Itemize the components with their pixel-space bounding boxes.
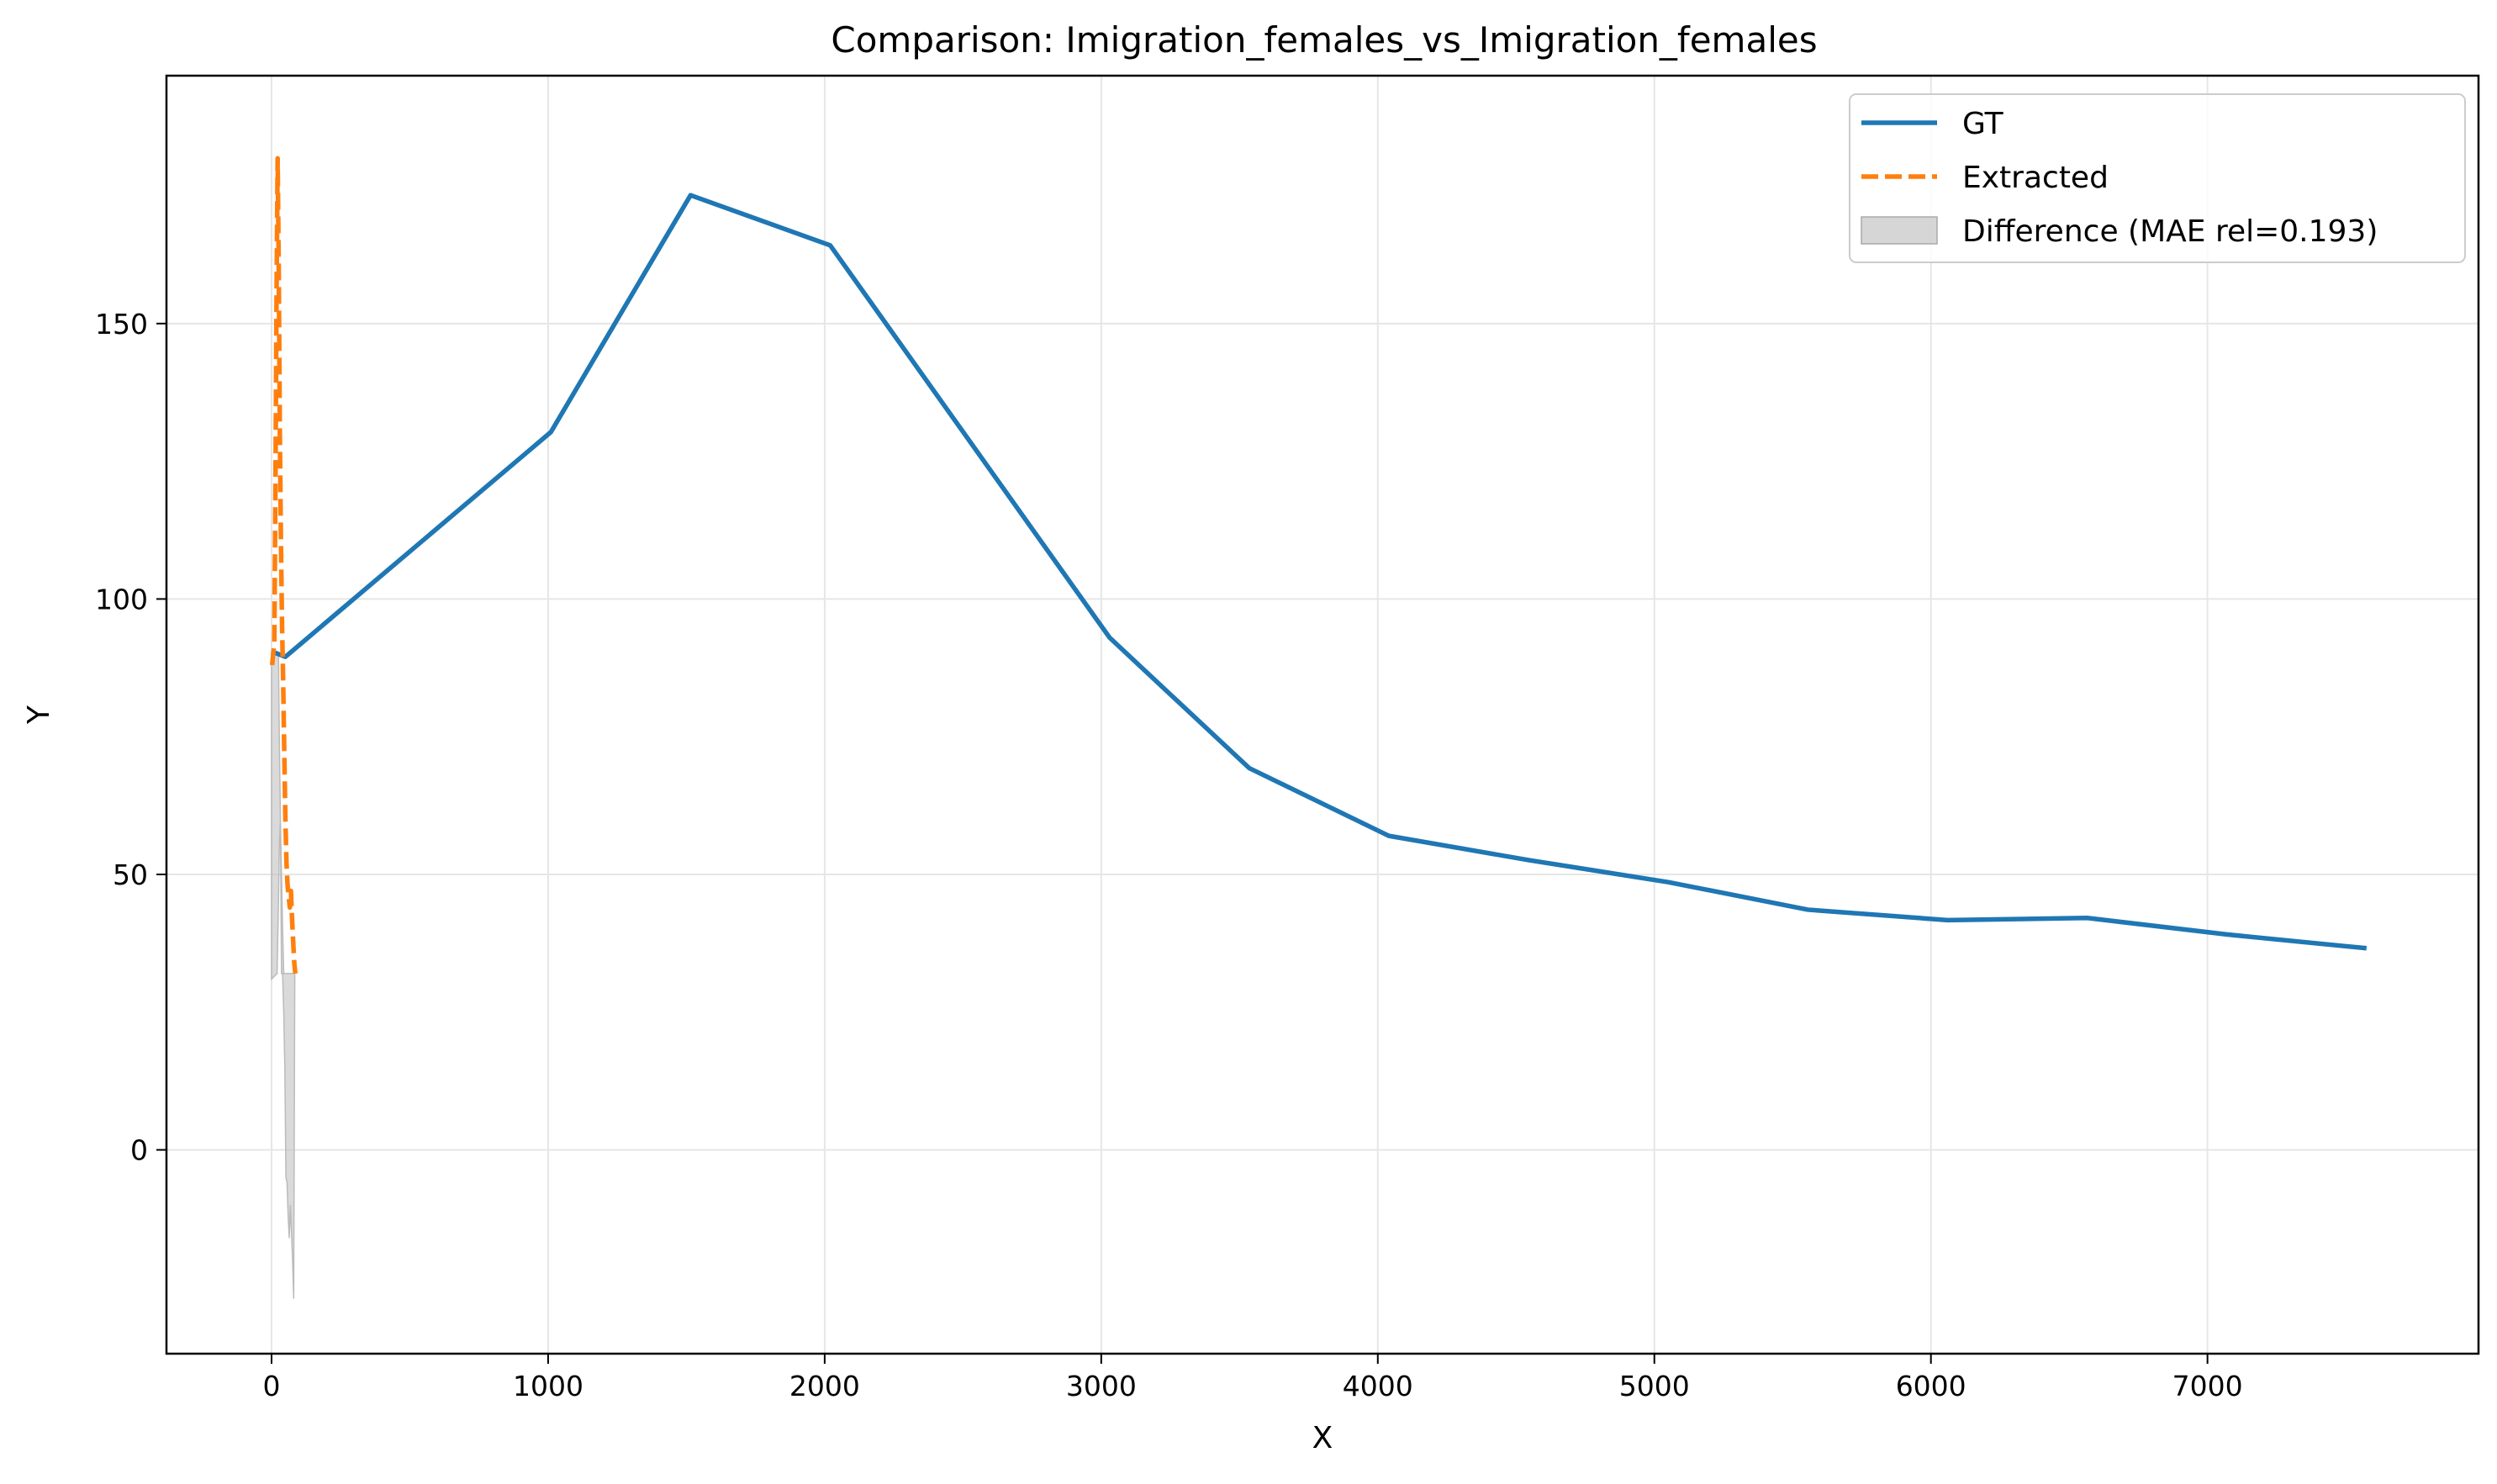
- grid-lines: [166, 76, 2479, 1354]
- legend-gt-label: GT: [1962, 107, 2004, 141]
- y-tick-label: 150: [95, 308, 148, 341]
- y-tick-label: 100: [95, 583, 148, 615]
- x-tick-label: 2000: [789, 1370, 860, 1402]
- x-axis-label: X: [1312, 1421, 1333, 1455]
- legend-extracted-label: Extracted: [1962, 161, 2109, 195]
- difference-area: [271, 653, 296, 1299]
- x-tick-label: 0: [263, 1370, 281, 1402]
- y-tick-label: 50: [113, 858, 148, 891]
- x-tick-label: 3000: [1066, 1370, 1137, 1402]
- y-axis-label: Y: [22, 705, 56, 725]
- legend-difference-swatch: [1861, 216, 1938, 245]
- x-tick-label: 5000: [1619, 1370, 1690, 1402]
- x-tick-label: 7000: [2172, 1370, 2243, 1402]
- extracted-series-line: [269, 156, 298, 974]
- y-axis: 0 50 100 150: [95, 308, 166, 1167]
- legend: GT Extracted Difference (MAE rel=0.193): [1849, 93, 2466, 263]
- x-tick-label: 1000: [513, 1370, 583, 1402]
- legend-difference-label: Difference (MAE rel=0.193): [1962, 214, 2378, 249]
- x-tick-label: 6000: [1896, 1370, 1966, 1402]
- plot-frame: [165, 74, 2480, 1355]
- gt-series-line: [270, 193, 2368, 951]
- chart-title: Comparison: Imigration_females_vs_Imigra…: [831, 19, 1817, 61]
- data-lines: [269, 156, 2368, 974]
- x-tick-label: 4000: [1343, 1370, 1413, 1402]
- x-axis: 0 1000 2000 3000 4000 5000 6000 7000: [263, 1354, 2243, 1402]
- y-tick-label: 0: [130, 1134, 148, 1167]
- difference-band: [271, 653, 296, 1299]
- legend-box: [1849, 93, 2466, 263]
